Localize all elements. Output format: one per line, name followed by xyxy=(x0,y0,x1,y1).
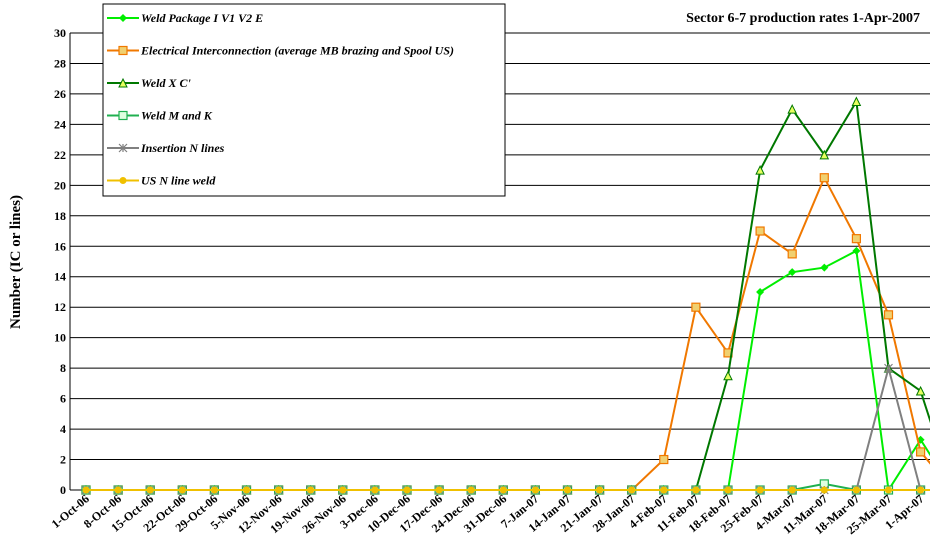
data-point xyxy=(820,263,829,272)
data-point xyxy=(435,486,443,494)
data-point xyxy=(499,486,507,494)
y-tick-label: 26 xyxy=(54,87,66,101)
legend-label: Electrical Interconnection (average MB b… xyxy=(140,44,454,58)
y-tick-label: 14 xyxy=(54,270,66,284)
data-point xyxy=(788,486,796,494)
data-point xyxy=(788,268,797,277)
y-tick-label: 16 xyxy=(54,239,66,253)
legend-box xyxy=(102,3,506,197)
y-tick-label: 12 xyxy=(54,300,66,314)
data-point xyxy=(339,486,347,494)
data-point xyxy=(917,486,925,494)
data-point xyxy=(755,226,765,236)
legend-label: Weld Package I V1 V2 E xyxy=(141,11,263,25)
y-tick-label: 24 xyxy=(54,117,66,131)
data-point xyxy=(114,486,122,494)
y-tick-label: 22 xyxy=(54,148,66,162)
data-point xyxy=(787,249,797,259)
y-axis-label: Number (IC or lines) xyxy=(8,195,24,329)
y-tick-label: 28 xyxy=(54,56,66,70)
data-point xyxy=(884,363,893,373)
data-point xyxy=(531,486,539,494)
data-point xyxy=(371,486,379,494)
data-point xyxy=(146,486,154,494)
y-tick-label: 0 xyxy=(60,483,66,497)
legend-label: Weld X C' xyxy=(141,76,191,90)
data-point xyxy=(820,486,828,494)
legend-label: Insertion N lines xyxy=(140,141,225,155)
series-line xyxy=(86,175,930,491)
data-point xyxy=(691,302,701,312)
legend-label: Weld M and K xyxy=(141,109,213,123)
data-point xyxy=(851,234,862,244)
data-point xyxy=(403,486,411,494)
data-point xyxy=(819,149,830,160)
data-point xyxy=(756,287,765,296)
legend-marker xyxy=(118,143,128,153)
data-point xyxy=(660,486,668,494)
y-tick-label: 4 xyxy=(60,422,66,436)
legend-label: US N line weld xyxy=(141,174,216,188)
data-point xyxy=(852,486,860,494)
y-tick-label: 18 xyxy=(54,209,66,223)
chart-title: Sector 6-7 production rates 1-Apr-2007 xyxy=(686,11,920,26)
legend-marker xyxy=(118,110,128,121)
y-tick-label: 30 xyxy=(54,26,66,40)
data-point xyxy=(307,486,315,494)
data-point xyxy=(723,370,733,381)
y-tick-label: 6 xyxy=(60,392,66,406)
data-point xyxy=(851,96,862,107)
y-tick-label: 8 xyxy=(60,361,66,375)
data-point xyxy=(178,486,186,494)
data-point xyxy=(275,486,283,494)
data-point xyxy=(885,486,892,494)
data-point xyxy=(692,486,700,494)
data-point xyxy=(659,454,669,465)
data-point xyxy=(787,104,798,114)
series-line xyxy=(86,249,930,493)
data-point xyxy=(210,486,218,494)
legend-marker xyxy=(119,177,127,184)
data-point xyxy=(628,486,636,494)
data-point xyxy=(82,486,90,494)
data-point xyxy=(883,310,894,320)
data-point xyxy=(724,486,732,494)
data-point xyxy=(596,486,604,494)
y-tick-label: 2 xyxy=(60,453,66,467)
y-tick-label: 10 xyxy=(54,331,66,345)
data-point xyxy=(755,164,765,175)
y-tick-label: 20 xyxy=(54,178,66,192)
data-point xyxy=(915,447,926,457)
data-point xyxy=(819,173,829,183)
plot-area xyxy=(81,96,930,495)
legend-marker xyxy=(119,14,127,22)
data-point xyxy=(915,385,926,396)
data-point xyxy=(243,486,250,494)
data-point xyxy=(852,246,861,255)
data-point xyxy=(564,486,571,494)
legend-marker xyxy=(118,45,128,56)
data-point xyxy=(756,486,764,494)
legend-marker xyxy=(118,77,128,88)
data-point xyxy=(467,486,475,494)
